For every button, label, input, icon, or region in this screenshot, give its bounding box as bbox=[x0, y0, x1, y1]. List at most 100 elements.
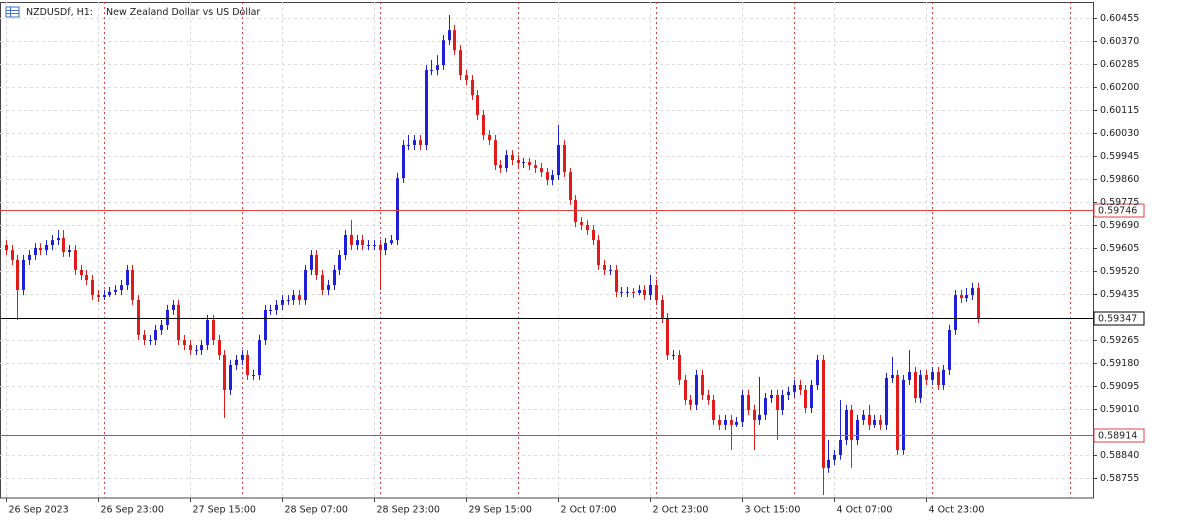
candle-body bbox=[718, 419, 721, 425]
candle-body bbox=[534, 165, 537, 169]
plot-frame bbox=[0, 2, 1094, 499]
candle-body bbox=[22, 259, 25, 290]
candle-body bbox=[448, 30, 451, 41]
symbol-icon bbox=[5, 6, 20, 18]
chart-title: New Zealand Dollar vs US Dollar bbox=[106, 7, 260, 18]
candle-body bbox=[189, 344, 192, 351]
candle-body bbox=[407, 145, 410, 147]
level-label-box bbox=[1093, 203, 1145, 218]
candle-body bbox=[546, 172, 549, 180]
candle-body bbox=[626, 291, 629, 293]
candle-body bbox=[908, 372, 911, 380]
y-tick-label: 0.59010 bbox=[1100, 404, 1139, 415]
candle-body bbox=[494, 140, 497, 166]
candle-body bbox=[804, 389, 807, 409]
y-tick-label: 0.58755 bbox=[1100, 473, 1139, 484]
candle-body bbox=[764, 398, 767, 415]
candle-body bbox=[246, 354, 249, 376]
candle-body bbox=[172, 304, 175, 311]
candle-body bbox=[822, 359, 825, 468]
candle-body bbox=[166, 310, 169, 325]
candle-body bbox=[39, 247, 42, 251]
candle-body bbox=[287, 299, 290, 301]
candle-body bbox=[919, 375, 922, 399]
y-tick-label: 0.59520 bbox=[1100, 266, 1139, 277]
candle-body bbox=[430, 69, 433, 71]
candle-body bbox=[453, 30, 456, 51]
candle-body bbox=[459, 50, 462, 76]
x-tick-label: 4 Oct 07:00 bbox=[837, 505, 893, 516]
candle-body bbox=[195, 350, 198, 352]
y-tick-label: 0.59435 bbox=[1100, 289, 1139, 300]
candle-body bbox=[586, 224, 589, 231]
y-tick-label: 0.60200 bbox=[1100, 82, 1139, 93]
candle-body bbox=[931, 372, 934, 380]
candle-body bbox=[914, 372, 917, 399]
candle-body bbox=[177, 304, 180, 341]
y-tick-label: 0.59180 bbox=[1100, 358, 1139, 369]
candle-body bbox=[810, 385, 813, 409]
candle-body bbox=[315, 255, 318, 276]
x-tick-label: 28 Sep 23:00 bbox=[377, 505, 440, 516]
levels: 0.59746 0.59347 0.58914 bbox=[0, 203, 1145, 443]
candle-body bbox=[787, 391, 790, 396]
level-label-box bbox=[1093, 428, 1145, 443]
candle-body bbox=[51, 240, 54, 245]
candle-body bbox=[609, 269, 612, 271]
candle-body bbox=[862, 414, 865, 420]
candle-body bbox=[747, 395, 750, 410]
candle-body bbox=[373, 244, 376, 246]
y-tick-label: 0.60115 bbox=[1100, 105, 1139, 116]
candle-body bbox=[684, 379, 687, 400]
candle-body bbox=[269, 310, 272, 312]
candle-body bbox=[149, 340, 152, 342]
candle-body bbox=[108, 291, 111, 296]
candle-body bbox=[384, 243, 387, 251]
x-tick-label: 28 Sep 07:00 bbox=[285, 505, 348, 516]
x-tick-label: 27 Sep 15:00 bbox=[193, 505, 256, 516]
candle-body bbox=[137, 299, 140, 335]
candle-body bbox=[563, 145, 566, 173]
candle-body bbox=[678, 354, 681, 380]
candle-body bbox=[707, 395, 710, 400]
candle-body bbox=[615, 269, 618, 292]
y-tick-label: 0.59690 bbox=[1100, 220, 1139, 231]
candle-body bbox=[868, 414, 871, 425]
candle-body bbox=[965, 295, 968, 299]
candle-body bbox=[154, 330, 157, 341]
candle-body bbox=[200, 344, 203, 351]
candle-body bbox=[937, 372, 940, 386]
candle-body bbox=[666, 317, 669, 355]
candle-body bbox=[925, 375, 928, 380]
candle-body bbox=[126, 269, 129, 286]
y-tick-label: 0.60285 bbox=[1100, 59, 1139, 70]
candle-body bbox=[689, 399, 692, 405]
candle-body bbox=[753, 409, 756, 420]
candles bbox=[5, 15, 980, 496]
candle-body bbox=[701, 375, 704, 396]
candle-body bbox=[730, 419, 733, 425]
y-tick-label: 0.60370 bbox=[1100, 36, 1139, 47]
candle-body bbox=[776, 395, 779, 410]
candle-body bbox=[551, 175, 554, 180]
x-tick-label: 26 Sep 2023 bbox=[9, 505, 69, 516]
candle-body bbox=[505, 155, 508, 169]
candle-body bbox=[816, 359, 819, 386]
candle-body bbox=[183, 340, 186, 345]
candle-body bbox=[91, 279, 94, 296]
candle-body bbox=[971, 288, 974, 296]
candle-body bbox=[143, 334, 146, 341]
candle-body bbox=[977, 288, 980, 319]
x-tick-label: 4 Oct 23:00 bbox=[929, 505, 985, 516]
candle-body bbox=[632, 291, 635, 293]
candle-body bbox=[5, 244, 8, 251]
candle-body bbox=[597, 240, 600, 266]
candle-body bbox=[425, 69, 428, 146]
x-tick-label: 29 Sep 15:00 bbox=[469, 505, 532, 516]
candle-body bbox=[367, 244, 370, 246]
candle-body bbox=[292, 295, 295, 300]
candle-body bbox=[672, 354, 675, 356]
candle-body bbox=[327, 285, 330, 290]
candle-body bbox=[28, 255, 31, 260]
